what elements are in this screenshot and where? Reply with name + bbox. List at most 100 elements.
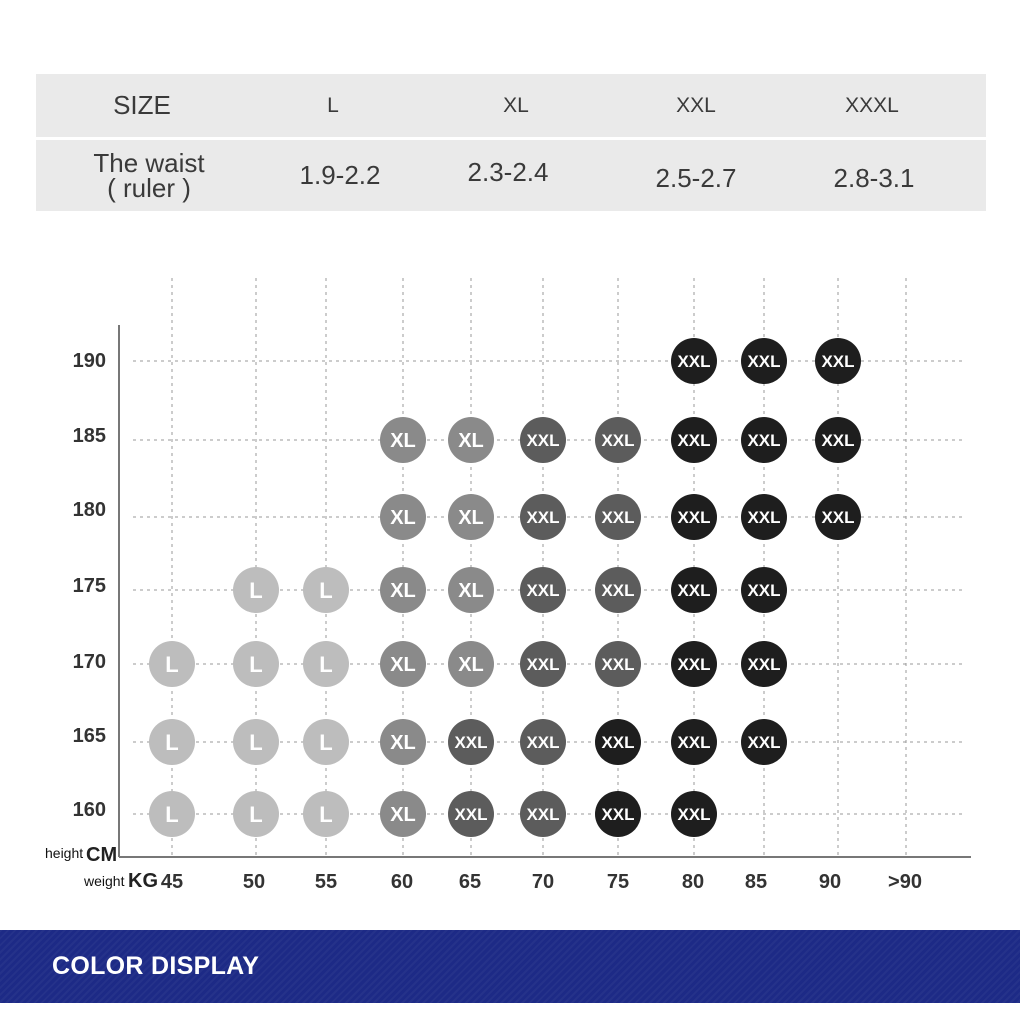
size-point: L: [303, 719, 349, 765]
x-tick-label: 55: [315, 871, 337, 893]
x-unit: KG: [128, 870, 158, 892]
size-point: XL: [448, 417, 494, 463]
size-point-marker: [448, 494, 494, 540]
size-point-marker: [741, 567, 787, 613]
size-point-label: XXL: [601, 508, 634, 527]
waist-value-cell: 2.5-2.7: [655, 163, 737, 193]
size-point: XL: [380, 641, 426, 687]
size-point: L: [303, 567, 349, 613]
size-point: L: [149, 791, 195, 837]
size-point-label: XXL: [526, 655, 559, 674]
size-point-label: XXL: [677, 805, 710, 824]
size-point: XXL: [595, 417, 641, 463]
size-point-marker: [520, 567, 566, 613]
size-point: XL: [380, 791, 426, 837]
size-point-marker: [520, 791, 566, 837]
size-point-marker: [380, 494, 426, 540]
size-point-label: XXL: [526, 733, 559, 752]
size-point-label: XXL: [677, 655, 710, 674]
size-point-marker: [233, 719, 279, 765]
size-point: L: [303, 641, 349, 687]
size-point-label: XXL: [677, 508, 710, 527]
size-point-label: XXL: [526, 581, 559, 600]
size-point-marker: [520, 494, 566, 540]
size-point: L: [149, 641, 195, 687]
size-point-marker: [595, 494, 641, 540]
size-point: XXL: [741, 567, 787, 613]
size-point: XXL: [671, 417, 717, 463]
size-table-header-row: SIZE L XL XXL XXXL: [36, 74, 986, 137]
x-tick-label: 80: [682, 871, 704, 893]
size-point-marker: [380, 641, 426, 687]
size-point: L: [303, 791, 349, 837]
size-point-marker: [233, 567, 279, 613]
size-point-marker: [595, 719, 641, 765]
size-point: L: [233, 791, 279, 837]
size-point-label: XL: [458, 507, 484, 529]
size-point-label: L: [249, 578, 262, 603]
size-point-label: XXL: [747, 508, 780, 527]
size-point-marker: [380, 719, 426, 765]
size-point-label: XL: [390, 430, 416, 452]
size-point-label: XXL: [747, 431, 780, 450]
size-point-label: L: [165, 730, 178, 755]
size-point-label: L: [319, 652, 332, 677]
size-point: L: [233, 719, 279, 765]
size-point-label: XL: [390, 732, 416, 754]
x-tick-label: 85: [745, 871, 767, 893]
size-point-label: XXL: [526, 431, 559, 450]
size-point-label: XXL: [601, 431, 634, 450]
size-point: L: [149, 719, 195, 765]
size-point: XXL: [741, 494, 787, 540]
color-display-banner: COLOR DISPLAY: [0, 930, 1020, 1003]
y-tick-label: 180: [73, 499, 106, 521]
size-point-marker: [149, 641, 195, 687]
size-header-cell: XXXL: [845, 93, 899, 117]
size-point-label: L: [249, 652, 262, 677]
size-point-marker: [303, 641, 349, 687]
size-point-marker: [671, 719, 717, 765]
y-tick-label: 190: [73, 350, 106, 372]
size-point-label: XXL: [677, 352, 710, 371]
size-point: XXL: [671, 338, 717, 384]
y-tick-label: 170: [73, 651, 106, 673]
size-point-label: XXL: [747, 655, 780, 674]
size-point-label: XL: [458, 430, 484, 452]
size-point: XXL: [671, 719, 717, 765]
size-point: XXL: [815, 494, 861, 540]
size-point-marker: [671, 494, 717, 540]
x-unit-label: weight: [83, 873, 125, 889]
size-point-label: XXL: [747, 352, 780, 371]
size-chart: 190 185 180 175 170 165 160 45 50 55 60 65 70 75 80 85 9…: [45, 278, 971, 893]
size-point-label: XL: [390, 654, 416, 676]
size-point: XXL: [448, 791, 494, 837]
size-point-label: XXL: [677, 581, 710, 600]
size-point-marker: [741, 641, 787, 687]
waist-value-cell: 2.8-3.1: [833, 163, 915, 193]
y-tick-label: 175: [73, 575, 106, 597]
tick-labels: 190 185 180 175 170 165 160 45 50 55 60 65 70 75 80 85 9…: [73, 350, 922, 893]
waist-value-cell: 1.9-2.2: [299, 160, 381, 190]
size-point-label: XXL: [601, 733, 634, 752]
size-point-marker: [741, 494, 787, 540]
size-point-label: L: [319, 730, 332, 755]
size-point-marker: [671, 791, 717, 837]
chart-axes: [118, 325, 971, 858]
size-point-marker: [595, 417, 641, 463]
size-header-cell: SIZE: [113, 90, 171, 120]
size-point: XXL: [741, 641, 787, 687]
size-point-marker: [448, 791, 494, 837]
size-point-label: L: [319, 578, 332, 603]
size-point: XXL: [520, 641, 566, 687]
size-point-marker: [815, 417, 861, 463]
size-point-marker: [595, 791, 641, 837]
size-point-marker: [671, 417, 717, 463]
size-point-marker: [303, 791, 349, 837]
size-point-label: L: [249, 802, 262, 827]
size-point: XXL: [815, 417, 861, 463]
waist-row: The waist ( ruler ) 1.9-2.2 2.3-2.4 2.5-…: [36, 140, 986, 211]
size-point-marker: [595, 641, 641, 687]
axis-unit-labels: height CM weight KG: [45, 844, 158, 892]
size-point: XXL: [741, 338, 787, 384]
size-point-label: XXL: [601, 805, 634, 824]
